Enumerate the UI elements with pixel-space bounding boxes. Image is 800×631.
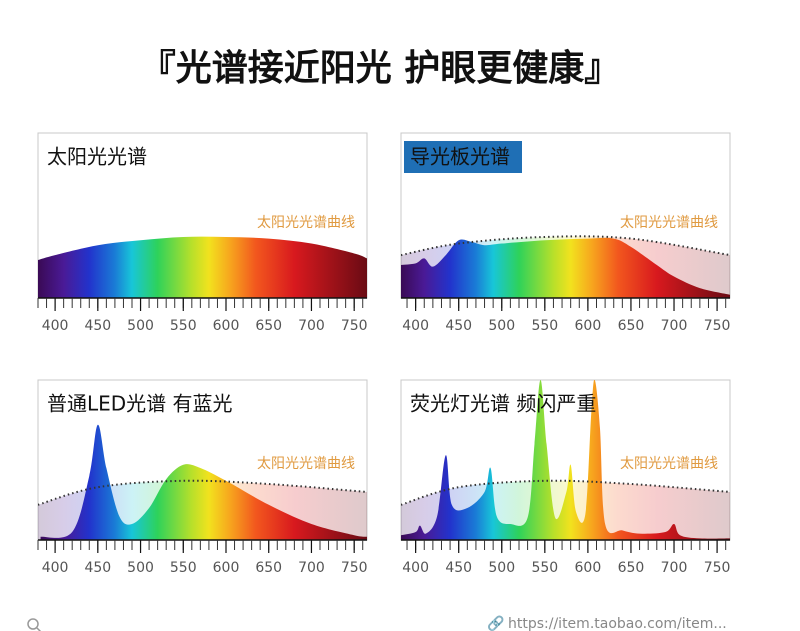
x-tick-label: 700 <box>298 560 325 576</box>
x-tick-label: 700 <box>661 318 688 334</box>
x-tick-label: 550 <box>531 318 558 334</box>
reference-curve <box>401 235 730 257</box>
x-tick-label: 550 <box>170 318 197 334</box>
x-tick-label: 450 <box>84 318 111 334</box>
curve-annotation: 太阳光光谱曲线 <box>620 215 718 231</box>
search-icon <box>27 618 42 631</box>
plot-area <box>401 380 730 540</box>
x-tick-label: 500 <box>488 560 515 576</box>
x-tick-label: 750 <box>704 560 731 576</box>
spectrum-panel: 400 450 500 550 600 650 700 750 普通LED光谱 有蓝光太阳光光谱… <box>37 379 368 576</box>
x-tick-label: 600 <box>213 318 240 334</box>
page-title: 『光谱接近阳光 护眼更健康』 <box>140 47 621 89</box>
x-tick-label: 750 <box>341 560 368 576</box>
plot-area <box>38 424 367 540</box>
x-tick-label: 550 <box>170 560 197 576</box>
curve-annotation: 太阳光光谱曲线 <box>257 215 355 231</box>
link-icon: 🔗 <box>487 614 505 631</box>
x-tick-label: 750 <box>704 318 731 334</box>
x-tick-label: 600 <box>213 560 240 576</box>
x-tick-label: 650 <box>255 318 282 334</box>
x-tick-label: 700 <box>298 318 325 334</box>
x-tick-label: 400 <box>42 560 69 576</box>
x-tick-label: 600 <box>575 318 602 334</box>
x-tick-label: 400 <box>42 318 69 334</box>
reference-curve <box>38 479 367 506</box>
x-tick-label: 500 <box>488 318 515 334</box>
x-tick-label: 550 <box>531 560 558 576</box>
panel-label: 太阳光光谱 <box>47 145 147 169</box>
spectrum-area <box>38 236 367 298</box>
panel-label: 普通LED光谱 有蓝光 <box>47 392 233 416</box>
x-tick-label: 450 <box>445 318 472 334</box>
x-tick-label: 450 <box>445 560 472 576</box>
x-tick-label: 450 <box>84 560 111 576</box>
panel-label: 荧光灯光谱 频闪严重 <box>410 392 596 416</box>
plot-area <box>38 236 367 298</box>
x-tick-label: 650 <box>618 560 645 576</box>
footer-url: https://item.taobao.com/item... <box>508 616 727 631</box>
panel-label: 导光板光谱 <box>410 145 510 169</box>
x-tick-label: 750 <box>341 318 368 334</box>
x-tick-label: 650 <box>618 318 645 334</box>
curve-annotation: 太阳光光谱曲线 <box>257 456 355 472</box>
x-tick-label: 650 <box>255 560 282 576</box>
spectrum-area <box>40 424 367 540</box>
plot-area <box>401 235 730 298</box>
spectrum-area <box>401 237 730 298</box>
x-tick-label: 600 <box>575 560 602 576</box>
x-tick-label: 700 <box>661 560 688 576</box>
spectrum-area <box>401 380 730 540</box>
spectrum-panel: 400 450 500 550 600 650 700 750 荧光灯光谱 频闪严重太阳光光谱曲… <box>400 379 731 576</box>
x-tick-label: 400 <box>402 560 429 576</box>
x-tick-label: 500 <box>127 318 154 334</box>
curve-annotation: 太阳光光谱曲线 <box>620 456 718 472</box>
x-tick-label: 500 <box>127 560 154 576</box>
x-tick-label: 400 <box>402 318 429 334</box>
panel-label-box <box>404 141 522 173</box>
